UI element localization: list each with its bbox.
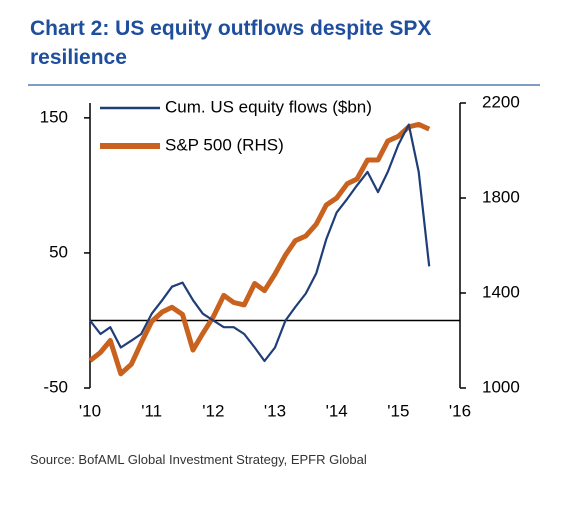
- x-tick-label: '15: [387, 401, 409, 420]
- x-tick-label: '10: [79, 401, 101, 420]
- x-tick-label: '16: [449, 401, 471, 420]
- y2-tick-label: 1000: [482, 377, 520, 396]
- y2-tick-label: 2200: [482, 92, 520, 111]
- y2-tick-label: 1800: [482, 187, 520, 206]
- legend-label: Cum. US equity flows ($bn): [165, 97, 372, 116]
- source-note: Source: BofAML Global Investment Strateg…: [30, 452, 367, 467]
- legend-label: S&P 500 (RHS): [165, 135, 284, 154]
- x-tick-label: '11: [141, 401, 162, 420]
- series-line: [88, 121, 431, 377]
- x-tick-label: '13: [264, 401, 286, 420]
- x-tick-label: '12: [202, 401, 224, 420]
- y2-tick-label: 1400: [482, 282, 520, 301]
- y-tick-label: 50: [49, 242, 68, 261]
- chart-title: Chart 2: US equity outflows despite SPX …: [30, 17, 432, 69]
- x-tick-label: '14: [326, 401, 348, 420]
- y-tick-label: -50: [43, 377, 68, 396]
- y-tick-label: 150: [40, 107, 68, 126]
- series-line: [89, 123, 431, 363]
- title-rule: [28, 84, 540, 86]
